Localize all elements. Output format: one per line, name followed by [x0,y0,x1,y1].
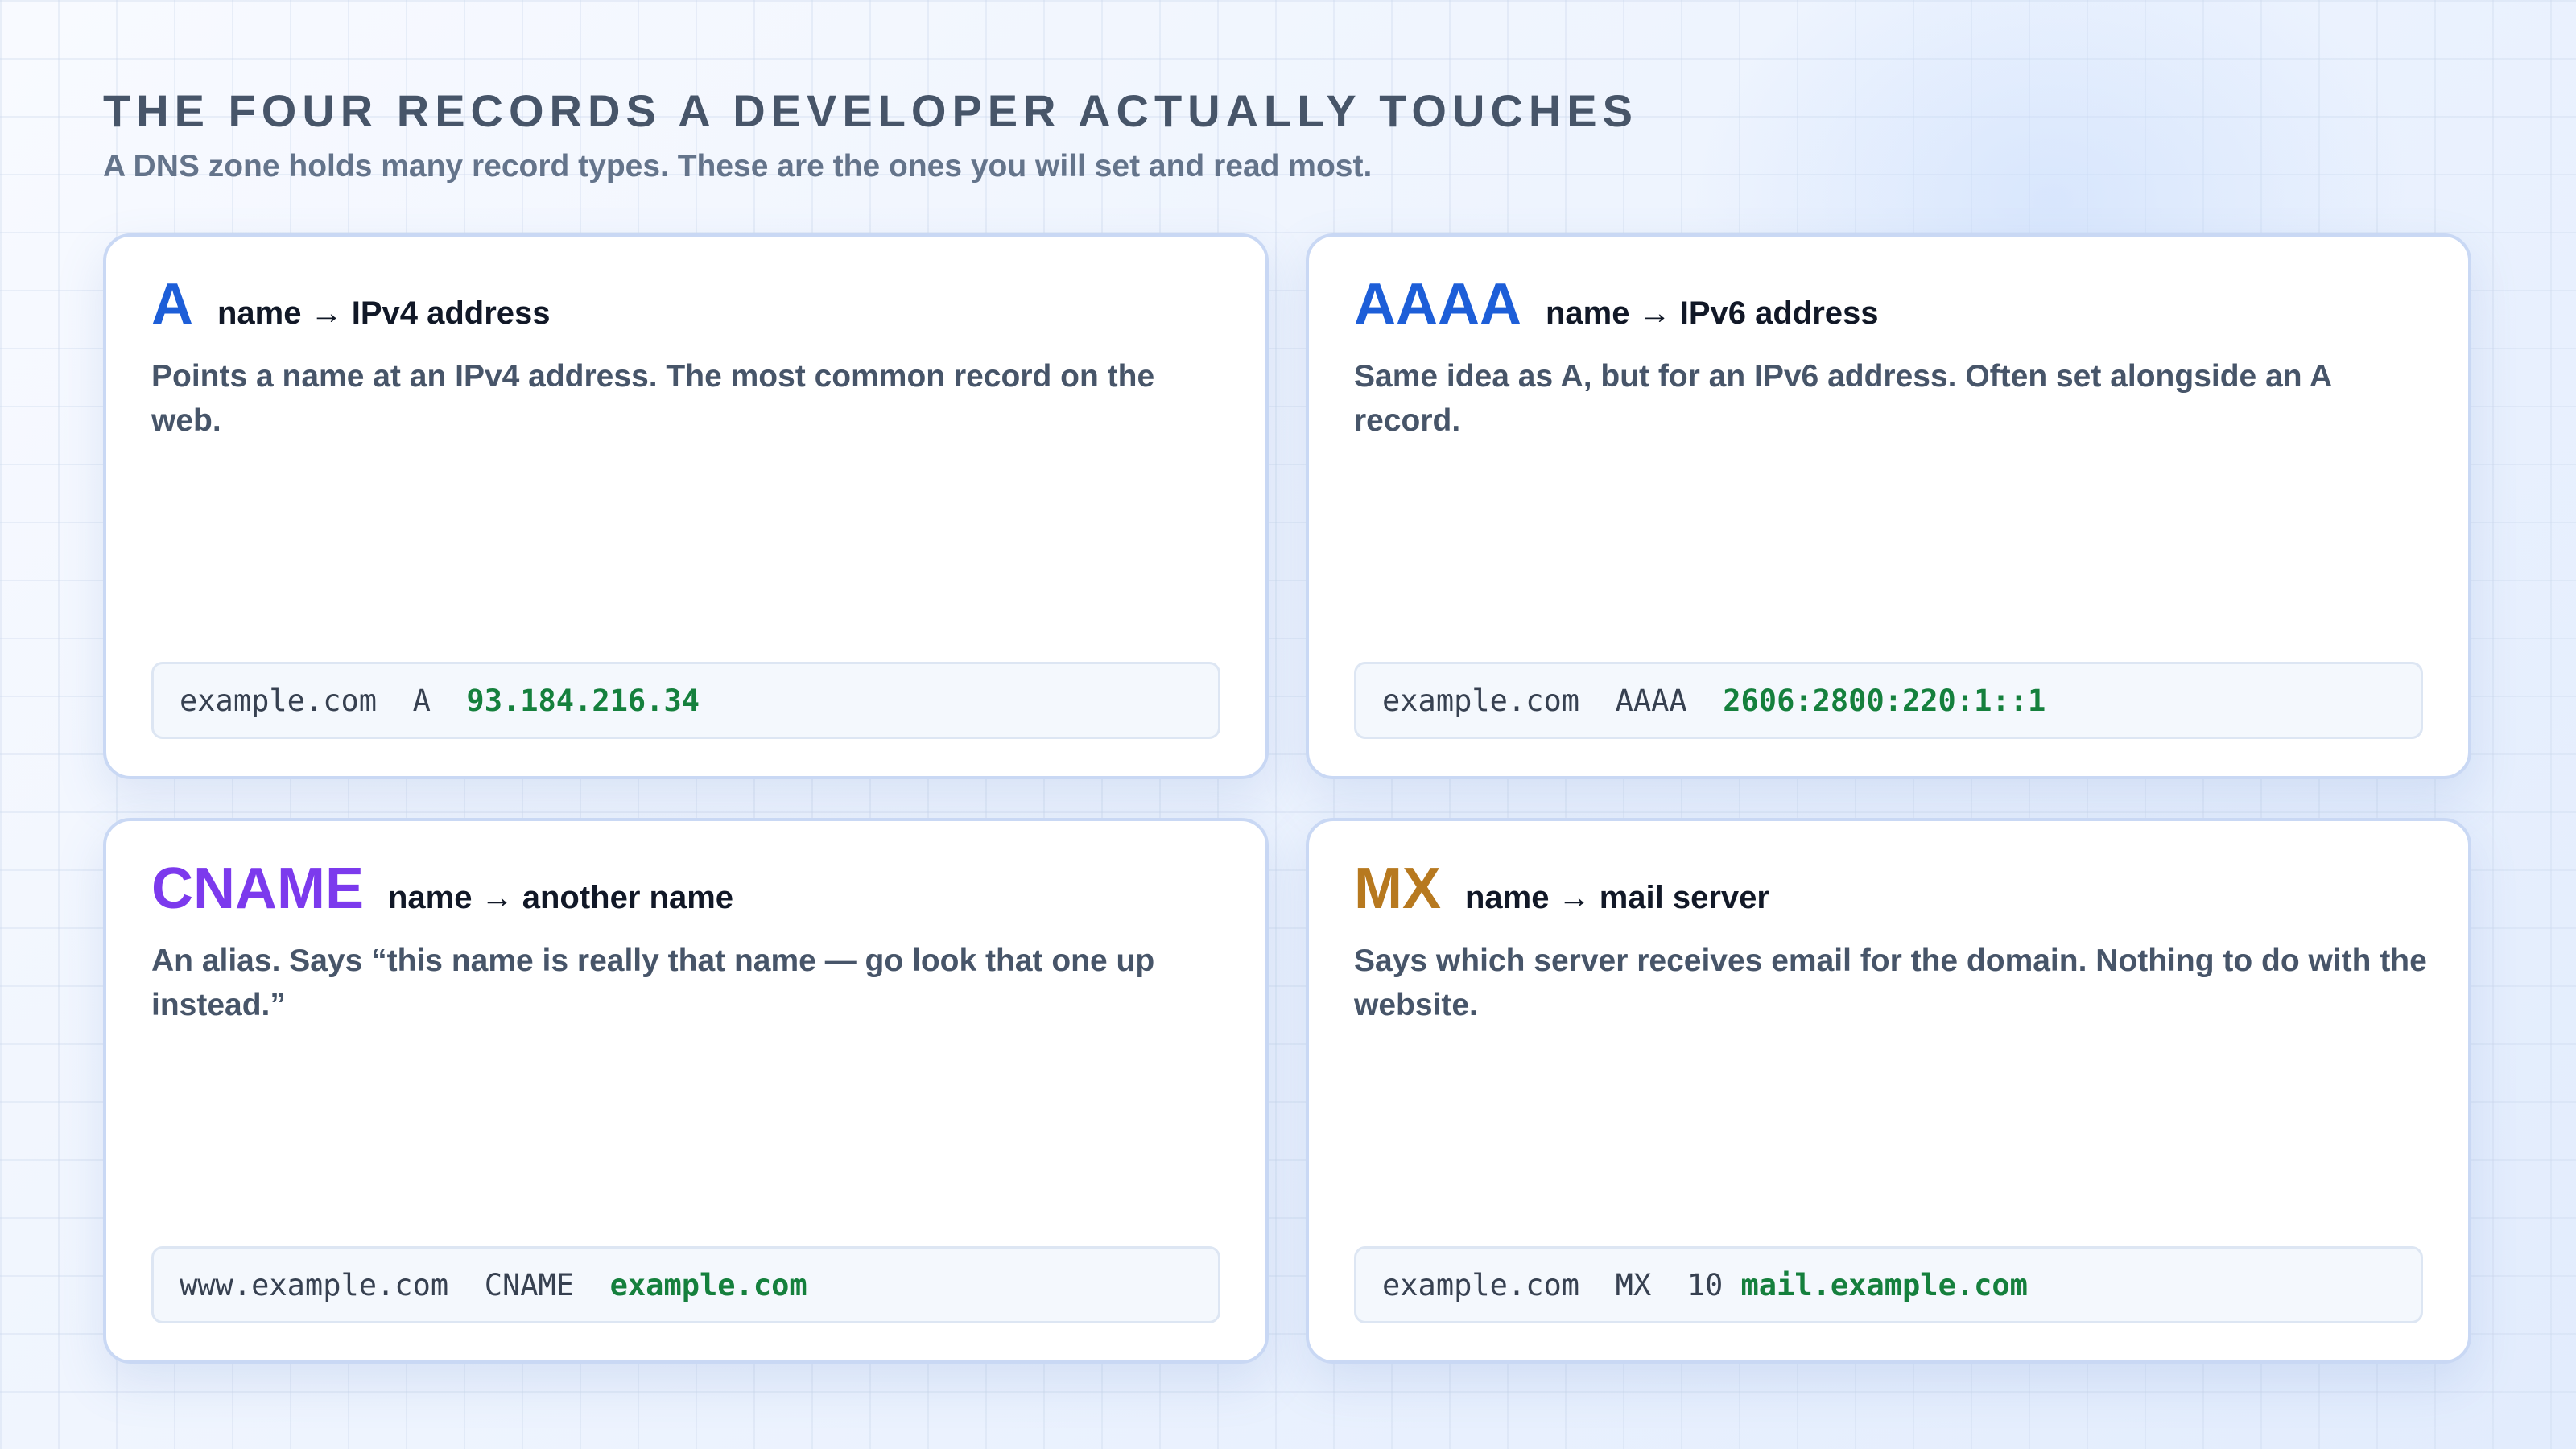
card-header: AAAA name → IPv6 address [1354,272,1879,336]
example-prefix: example.com AAAA [1382,683,1724,718]
example-value: 93.184.216.34 [466,683,700,718]
record-card-aaaa: AAAA name → IPv6 address Same idea as A,… [1306,233,2471,779]
record-card-cname: CNAME name → another name An alias. Says… [103,818,1269,1364]
example-value: example.com [609,1267,807,1302]
record-mapping: name → another name [388,880,734,915]
record-mapping: name → IPv4 address [217,295,551,331]
example-prefix: example.com MX 10 [1382,1267,1741,1302]
record-description: An alias. Says “this name is really that… [151,943,1155,1022]
example-value: mail.example.com [1740,1267,2028,1302]
card-header: CNAME name → another name [151,857,733,921]
card-header: A name → IPv4 address [151,272,551,336]
record-mapping: name → IPv6 address [1545,295,1879,331]
example-prefix: example.com A [180,683,467,718]
record-mapping: name → mail server [1465,880,1769,915]
record-type: MX [1354,857,1441,921]
card-header: MX name → mail server [1354,857,1769,921]
example-prefix: www.example.com CNAME [180,1267,610,1302]
record-example: example.com MX 10 mail.example.com [1354,1246,2423,1323]
page-title: THE FOUR RECORDS A DEVELOPER ACTUALLY TO… [103,85,1639,136]
example-value: 2606:2800:220:1::1 [1723,683,2046,718]
record-card-mx: MX name → mail server Says which server … [1306,818,2471,1364]
record-type: AAAA [1354,272,1521,336]
record-description: Says which server receives email for the… [1354,943,2427,1022]
page-header: THE FOUR RECORDS A DEVELOPER ACTUALLY TO… [103,85,1638,185]
record-type: A [151,272,193,336]
record-example: www.example.com CNAME example.com [151,1246,1220,1323]
record-description: Same idea as A, but for an IPv6 address.… [1354,359,2331,438]
record-card-a: A name → IPv4 address Points a name at a… [103,233,1269,779]
page-subtitle: A DNS zone holds many record types. Thes… [103,149,1373,184]
record-description: Points a name at an IPv4 address. The mo… [151,359,1155,438]
record-example: example.com A 93.184.216.34 [151,662,1220,739]
record-type: CNAME [151,857,364,921]
record-example: example.com AAAA 2606:2800:220:1::1 [1354,662,2423,739]
